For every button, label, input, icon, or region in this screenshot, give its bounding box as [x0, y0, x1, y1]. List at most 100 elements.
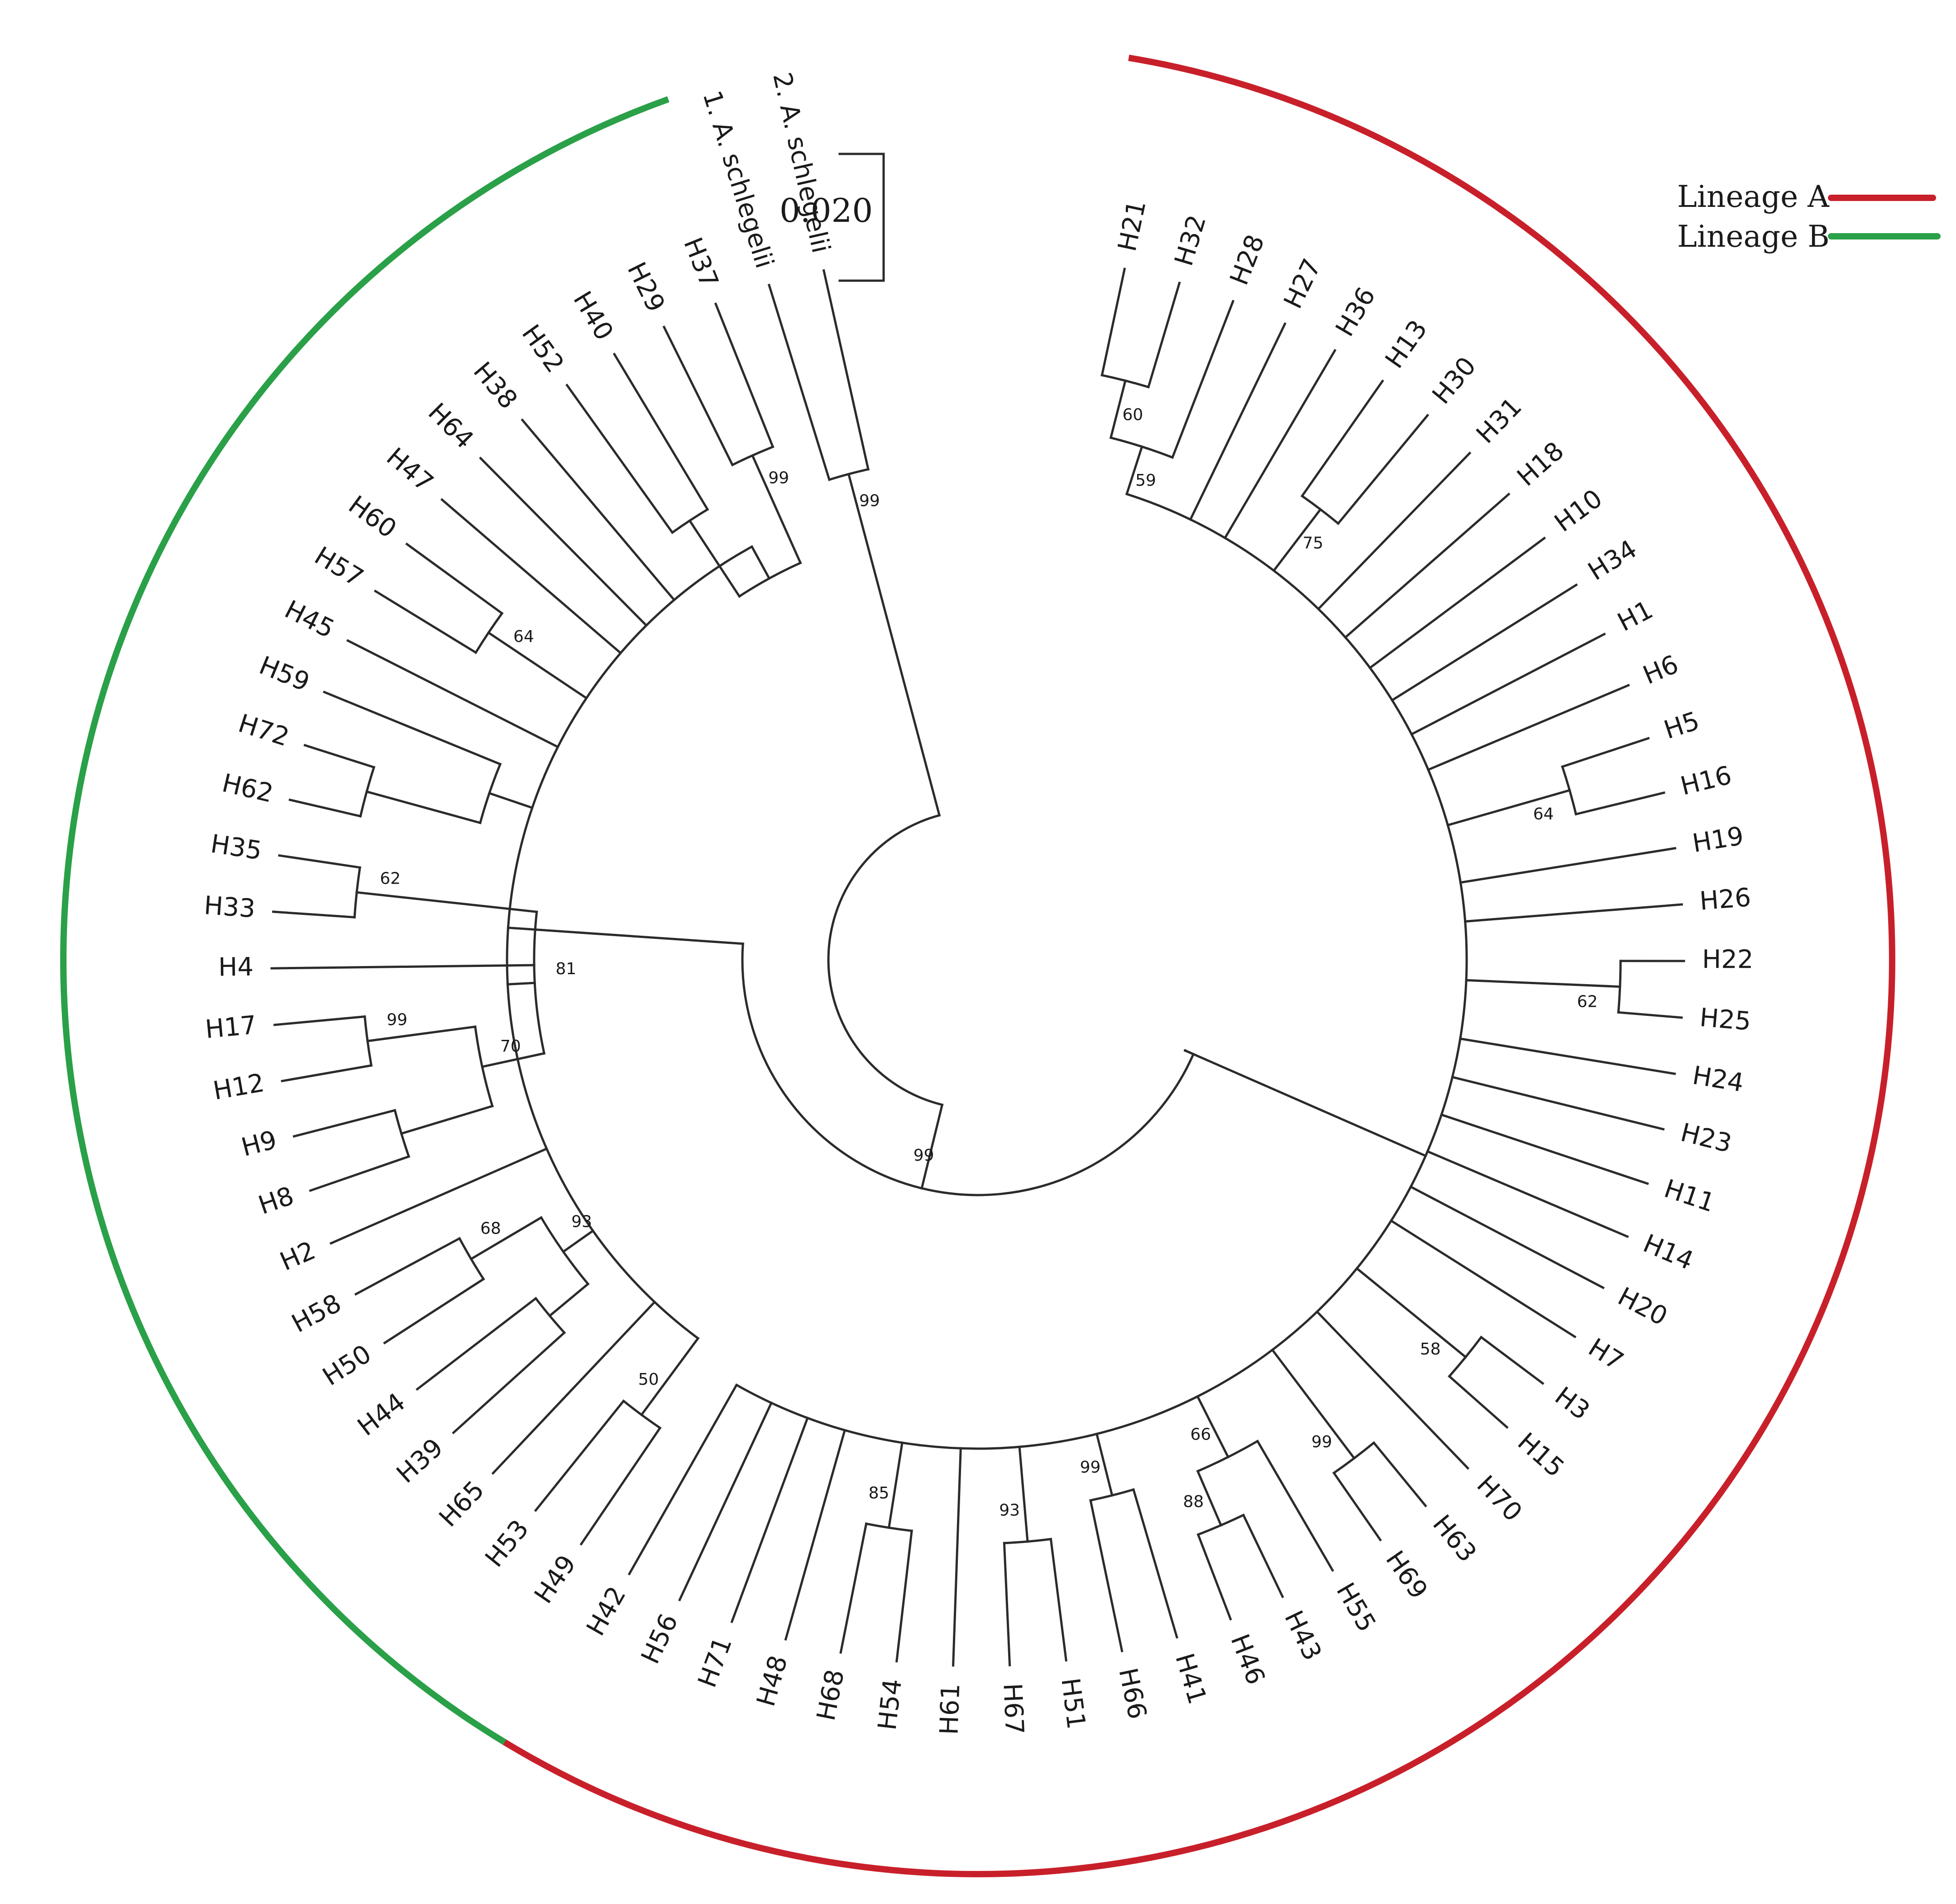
tip-label: H3 [1549, 1381, 1595, 1426]
bootstrap-value: 93 [999, 1501, 1020, 1520]
tip-label: H48 [751, 1652, 793, 1710]
tip-label: H66 [1113, 1665, 1152, 1722]
tip-label: H38 [468, 356, 523, 415]
tree-node-arc [473, 1025, 494, 1108]
internal-branch [688, 519, 741, 598]
tip-branch [270, 964, 536, 970]
tip-branch [822, 269, 870, 471]
internal-branch [640, 1336, 700, 1416]
tip-branch [627, 1383, 738, 1576]
tip-label: H23 [1678, 1118, 1735, 1158]
tip-branch [354, 1237, 461, 1296]
internal-branch [481, 1052, 546, 1068]
tip-branch [1389, 1219, 1577, 1339]
internal-branch [548, 1282, 590, 1318]
tip-branch [303, 744, 376, 769]
tip-label: H59 [255, 651, 314, 697]
tree-node-arc [540, 1216, 590, 1286]
tip-branch [1171, 300, 1235, 459]
tip-branch [1426, 1150, 1629, 1238]
tip-branch [346, 639, 560, 749]
tip-label: H12 [211, 1068, 267, 1106]
tip-label: H13 [1380, 315, 1433, 373]
bootstrap-value: 88 [1183, 1493, 1204, 1511]
tip-label: H6 [1639, 650, 1683, 690]
tree-node-arc [1561, 765, 1578, 816]
tip-branch [1196, 1533, 1232, 1621]
tip-label: H17 [204, 1010, 258, 1044]
tree-node-arc [474, 612, 504, 654]
tip-branch [1426, 684, 1630, 771]
tip-branch [1132, 1488, 1179, 1639]
internal-branch [365, 790, 482, 824]
tip-label: H16 [1678, 761, 1735, 801]
tip-label: H18 [1511, 436, 1569, 493]
tip-label: H47 [381, 442, 439, 498]
tip-branch [730, 1416, 809, 1623]
tip-branch [373, 589, 478, 654]
tip-branch [895, 1529, 913, 1663]
tree-node-arc [1196, 1440, 1259, 1473]
tip-label: H40 [567, 286, 619, 345]
tip-label: H49 [529, 1550, 582, 1609]
tip-branch [1089, 1499, 1124, 1653]
tip-label: H39 [391, 1433, 449, 1489]
tip-label: H44 [352, 1387, 411, 1442]
bootstrap-value: 66 [1190, 1425, 1211, 1444]
tip-branch [784, 1429, 846, 1641]
tip-label: H4 [218, 952, 254, 982]
tip-label: H65 [434, 1475, 490, 1533]
tree-node-arc [622, 1399, 662, 1430]
tip-label: H11 [1660, 1174, 1718, 1218]
tip-branch [330, 1147, 548, 1245]
tip-label: H24 [1690, 1061, 1746, 1098]
tip-branch [309, 1155, 411, 1192]
tip-branch [565, 383, 674, 534]
internal-branch [506, 981, 536, 986]
tip-label: H68 [811, 1667, 850, 1723]
tip-label: H46 [1224, 1630, 1270, 1689]
tip-branch [1459, 1037, 1676, 1075]
tip-branch [1372, 1441, 1427, 1507]
tree-node-arc [670, 507, 709, 534]
bootstrap-value: 99 [387, 1011, 407, 1029]
tip-label: H54 [873, 1677, 908, 1732]
tip-branch [521, 418, 676, 602]
tip-label: H14 [1639, 1229, 1698, 1276]
tip-branch [405, 542, 504, 615]
tip-label: H9 [239, 1125, 280, 1162]
internal-branch [750, 545, 771, 580]
tip-label: H42 [581, 1582, 632, 1641]
tip-label: H52 [516, 319, 570, 378]
scale-bar-label: 0.020 [780, 191, 873, 230]
tip-branch [662, 325, 734, 467]
tip-label: H26 [1698, 883, 1752, 916]
bootstrap-value: 62 [1577, 992, 1598, 1011]
tip-label: H21 [1113, 198, 1152, 254]
bootstrap-value: 81 [555, 960, 576, 978]
tree-node-arc [506, 545, 754, 1340]
tip-branch [1617, 1011, 1683, 1019]
internal-branch [1355, 1267, 1468, 1359]
tree-node-arc [533, 910, 546, 1055]
internal-branch [561, 1229, 595, 1253]
tip-branch [1256, 1440, 1334, 1572]
tip-label: H43 [1278, 1606, 1327, 1665]
tip-branch [1336, 413, 1430, 525]
tip-label: H1 [1613, 595, 1658, 637]
tip-branch [1574, 791, 1665, 816]
tip-label: H63 [1427, 1509, 1482, 1568]
lineage-arcs [60, 54, 1895, 1877]
tip-label: H71 [693, 1633, 738, 1691]
internal-branch [1196, 1395, 1230, 1459]
tip-branch [1100, 268, 1126, 377]
tree-node-arc [735, 493, 1468, 1450]
tip-branch [579, 1426, 662, 1546]
tree-node-arc [731, 445, 775, 467]
internal-branch [1018, 1445, 1029, 1543]
internal-branch [1095, 1432, 1114, 1497]
tip-branch [1223, 349, 1337, 540]
internal-branch [1125, 445, 1143, 496]
tree-node-arc [1301, 494, 1340, 525]
